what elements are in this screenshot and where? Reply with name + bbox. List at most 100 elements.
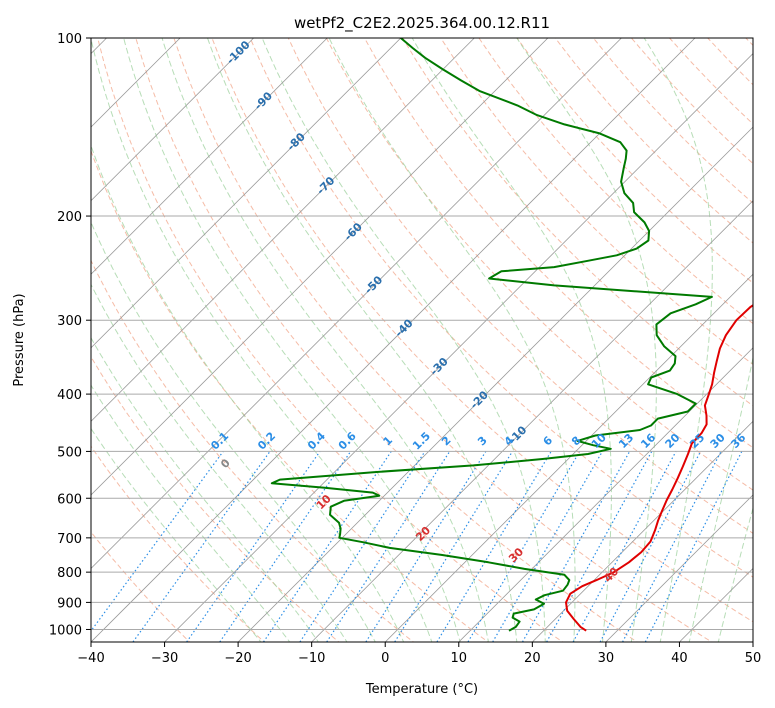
y-tick-label: 700 [57,532,82,547]
isotherm-line [679,567,753,642]
mixing-ratio-line [186,451,321,642]
dry-adiabat-line [325,38,753,491]
dry-adiabat-line [516,38,753,284]
isotherm-line [164,52,753,642]
x-tick-label: −30 [151,651,178,666]
x-tick-label: −20 [224,651,251,666]
mixing-ratio-line [436,451,552,642]
moist-adiabat-line [123,38,461,642]
isotherm-label: -70 [314,174,337,197]
mixing-ratio-line [521,451,631,642]
dry-adiabat-line [364,38,753,449]
y-tick-label: 500 [57,445,82,460]
plot-frame [90,37,754,643]
moist-adiabat-line [643,38,713,642]
mixing-ratio-line [644,451,743,642]
mixing-ratio-line [365,451,487,642]
isotherm-label: -90 [252,89,275,112]
isotherm-line [237,126,753,642]
dry-adiabat-line [554,38,753,244]
x-tick-label: 20 [524,651,541,666]
moist-adiabat-line [161,38,489,642]
isotherm-line [458,347,753,642]
mixing-ratio-label: 20 [663,431,683,451]
moist-adiabat-line [91,283,348,642]
dry-adiabat-line [173,38,713,642]
mixing-ratio-line [599,451,702,642]
dry-adiabat-line [135,38,639,642]
moist-adiabat-line [328,38,576,642]
mixing-ratio-label: 0.4 [305,429,328,452]
y-tick-label: 1000 [49,623,82,638]
dry-adiabat-label: 40 [601,565,621,585]
isotherm-line [532,420,753,642]
isotherm-line [91,38,254,202]
isotherm-line [91,38,549,496]
y-tick-label: 800 [57,566,82,581]
dry-adiabat-line [91,445,265,642]
x-tick-label: 40 [671,651,688,666]
isotherm-line [91,38,402,349]
mixing-ratio-label: 1 [381,434,396,449]
dewpoint-profile-line [270,38,713,632]
moist-adiabat-line [207,38,518,642]
y-axis-label: Pressure (hPa) [12,293,27,386]
y-tick-label: 200 [57,210,82,225]
mixing-ratio-line [394,451,513,642]
moist-adiabat-line [91,144,405,642]
mixing-ratio-line [546,451,653,642]
isotherm-label: -20 [468,388,491,411]
y-tick-label: 300 [57,314,82,329]
dry-adiabat-line [440,38,753,365]
mixing-ratio-label: 0.6 [336,429,359,452]
dry-adiabat-line [91,259,415,642]
moist-adiabat-line [91,384,291,642]
x-tick-label: 10 [451,651,468,666]
dry-adiabat-line [97,38,564,642]
mixing-ratio-line [299,451,426,642]
dry-adiabat-line [91,531,191,642]
x-tick-label: 50 [745,651,762,666]
dry-adiabat-label: 20 [413,524,433,544]
isotherm-line [752,641,753,642]
moist-adiabat-line [91,221,376,642]
moist-adiabat-line [717,506,753,642]
moist-adiabat-line [516,38,657,642]
isotherm-line [311,200,753,642]
mixing-ratio-label: 30 [708,431,728,451]
isotherm-label: -50 [362,273,385,296]
x-tick-label: −10 [298,651,325,666]
temperature-profile-line [565,304,753,632]
y-tick-label: 400 [57,388,82,403]
dry-adiabat-label: 0 [218,456,233,471]
dry-adiabat-line [287,38,753,534]
isotherm-label: -100 [224,38,253,67]
isotherm-line [384,273,753,642]
dry-adiabat-line [91,355,340,642]
isotherm-line [91,38,328,275]
x-tick-label: −40 [77,651,104,666]
mixing-ratio-line [467,451,581,642]
mixing-ratio-label: 0.1 [208,430,231,453]
isotherm-label: -30 [428,355,451,378]
moist-adiabat-line [91,427,262,642]
moist-adiabat-line [91,38,433,642]
mixing-ratio-label: 3 [475,434,490,449]
isotherm-line [91,38,475,422]
mixing-ratio-line [492,451,603,642]
dry-adiabat-line [402,38,753,407]
mixing-ratio-line [91,451,224,632]
chart-title: wetPf2_C2E2.2025.364.00.12.R11 [294,14,550,33]
isotherm-line [91,38,696,642]
x-tick-label: 30 [598,651,615,666]
mixing-ratio-label: 0.2 [255,430,278,453]
moist-adiabat-line [261,38,546,642]
x-axis-label: Temperature (°C) [365,682,478,697]
mixing-ratio-label: 36 [728,431,748,451]
y-tick-label: 900 [57,596,82,611]
y-tick-label: 100 [57,32,82,47]
mixing-ratio-line [132,451,271,642]
isotherm-label: -80 [285,130,308,153]
isotherm-line [91,38,622,570]
